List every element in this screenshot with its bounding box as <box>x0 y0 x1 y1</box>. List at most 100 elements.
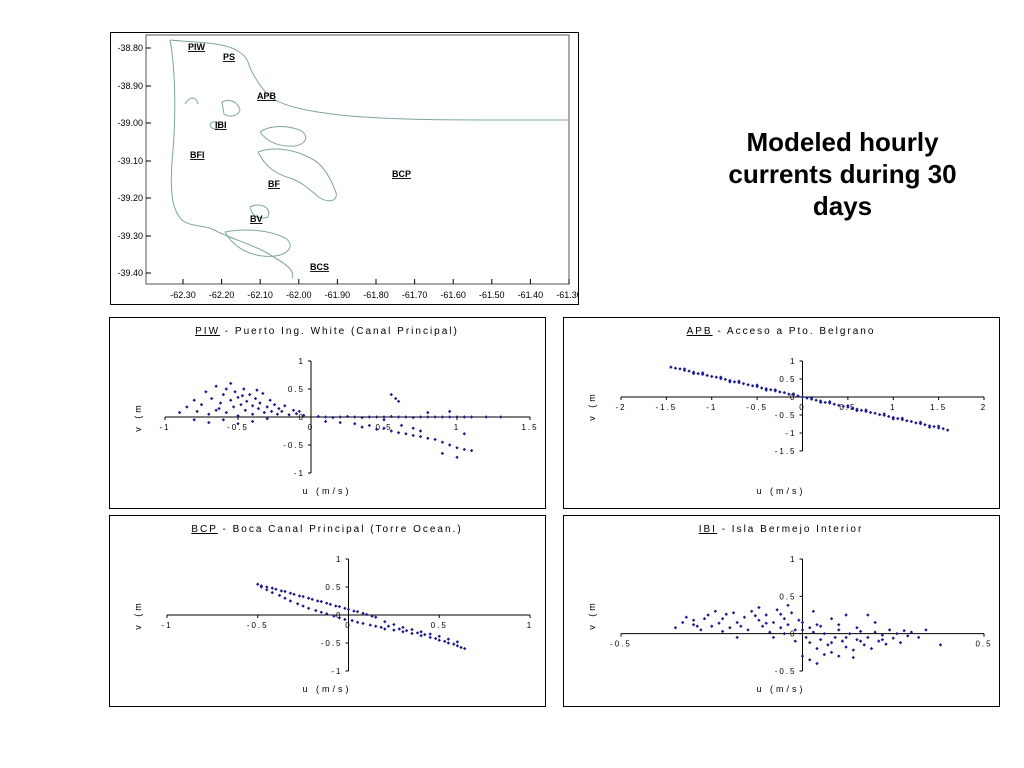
data-point <box>295 602 300 606</box>
data-point <box>826 643 830 647</box>
data-point <box>210 396 214 401</box>
data-point <box>829 650 834 655</box>
data-point <box>797 618 801 622</box>
data-point <box>847 631 852 636</box>
map-lon-tick-label: -62.00 <box>286 290 312 300</box>
data-point <box>735 620 739 625</box>
x-tick-label: 1.5 <box>930 403 947 412</box>
data-point <box>392 628 396 632</box>
y-tick-label: 1 <box>790 357 796 366</box>
data-point <box>724 612 728 616</box>
data-point <box>887 414 891 419</box>
data-point <box>239 402 243 407</box>
map-station-piw: PIW <box>188 42 206 52</box>
chart-title-code: BCP <box>191 524 217 535</box>
y-tick-label: 0.5 <box>779 375 796 384</box>
y-axis-label: v (m <box>133 600 143 630</box>
data-point <box>782 390 787 395</box>
data-point <box>177 410 182 415</box>
data-point <box>759 386 764 390</box>
data-point <box>844 613 848 617</box>
data-point <box>818 624 823 628</box>
y-tick-label: -0.5 <box>775 411 797 420</box>
data-point <box>731 611 736 615</box>
map-lon-tick-label: -61.70 <box>402 290 428 300</box>
data-point <box>905 419 909 423</box>
data-point <box>283 404 287 408</box>
data-point <box>343 606 347 610</box>
y-tick-label: 1 <box>299 357 305 366</box>
data-point <box>837 654 841 658</box>
data-point <box>815 646 819 651</box>
x-tick-label: -1 <box>706 403 717 412</box>
x-axis-label: u (m/s) <box>757 486 806 496</box>
data-point <box>469 415 474 419</box>
data-point <box>442 639 447 644</box>
data-point <box>829 617 834 621</box>
data-point <box>844 635 848 640</box>
data-point <box>379 625 383 630</box>
data-point <box>779 612 783 616</box>
map-lat-tick-label: -39.10 <box>117 156 143 166</box>
data-point <box>233 390 237 394</box>
data-point <box>746 383 750 387</box>
data-point <box>455 455 459 460</box>
data-point <box>192 398 196 402</box>
map-station-bcs: BCS <box>310 262 329 272</box>
data-point <box>229 398 233 402</box>
data-point <box>760 624 765 628</box>
data-point <box>404 415 408 419</box>
data-point <box>696 371 700 376</box>
data-point <box>924 628 928 632</box>
data-point <box>437 638 441 642</box>
data-point <box>440 451 445 456</box>
data-point <box>370 614 374 618</box>
data-point <box>411 433 415 438</box>
map-lon-tick-label: -62.20 <box>209 290 235 300</box>
data-point <box>428 635 432 640</box>
data-point <box>723 377 728 382</box>
data-point <box>946 428 950 432</box>
data-point <box>389 429 393 433</box>
data-point <box>195 409 199 414</box>
data-point <box>207 412 211 416</box>
data-point <box>279 589 284 593</box>
map-lon-tick-label: -62.10 <box>247 290 273 300</box>
map-station-bfi: BFI <box>190 150 205 160</box>
data-point <box>236 395 240 400</box>
x-tick-label: -0.5 <box>247 621 269 630</box>
data-point <box>256 406 261 411</box>
map-station-bf: BF <box>268 179 280 189</box>
data-point <box>316 414 320 419</box>
data-point <box>717 621 721 625</box>
map-lon-tick-label: -61.60 <box>440 290 466 300</box>
data-point <box>325 612 329 616</box>
data-point <box>750 384 755 388</box>
y-axis-label: v (m <box>587 391 597 421</box>
data-point <box>832 402 836 406</box>
data-point <box>877 639 881 643</box>
map-lon-tick-label: -61.50 <box>479 290 505 300</box>
data-point <box>368 623 372 627</box>
data-point <box>782 617 787 621</box>
y-tick-label: -0.5 <box>775 667 797 676</box>
data-point <box>896 416 900 421</box>
data-point <box>753 614 758 618</box>
data-point <box>455 644 460 648</box>
data-point <box>247 392 252 397</box>
x-tick-label: 1 <box>454 423 460 432</box>
data-point <box>855 625 859 630</box>
x-tick-label: 0.5 <box>975 640 992 649</box>
data-point <box>332 614 336 618</box>
data-point <box>884 642 888 646</box>
data-point <box>270 590 274 595</box>
data-point <box>710 374 714 379</box>
map-lon-tick-label: -62.30 <box>170 290 196 300</box>
data-point <box>306 596 311 600</box>
data-point <box>757 618 761 622</box>
scatter-chart-bcp: BCP - Boca Canal Principal (Torre Ocean.… <box>133 524 531 694</box>
data-point <box>361 611 365 616</box>
y-tick-label: -0.5 <box>321 639 343 648</box>
data-point <box>746 628 750 632</box>
data-point <box>291 408 296 412</box>
